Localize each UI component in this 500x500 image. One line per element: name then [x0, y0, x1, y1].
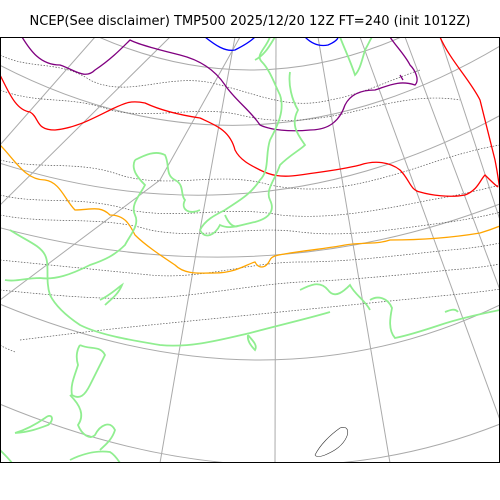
coastline [246, 334, 257, 352]
longitude-line [317, 37, 391, 463]
contour-purple [399, 74, 404, 81]
coastline [9, 229, 331, 347]
coastline [99, 282, 124, 306]
coastline [134, 152, 201, 213]
latitude-line [0, 114, 500, 196]
longitude-line [439, 37, 500, 221]
latitude-lines [0, 37, 500, 463]
coastline [69, 450, 121, 463]
coastline [369, 296, 500, 339]
longitude-line [359, 37, 500, 421]
map-frame [0, 37, 500, 463]
coastline [14, 414, 53, 434]
contour-purple [21, 37, 418, 132]
isotherm [0, 344, 16, 353]
isotherm [0, 184, 500, 217]
contour-orange [0, 144, 500, 274]
longitude-line [0, 37, 241, 301]
island-outline [314, 427, 349, 457]
coastline [198, 37, 307, 237]
isotherm [19, 288, 500, 341]
contour-red [439, 37, 500, 191]
contour-blue [304, 37, 339, 47]
coastline [4, 159, 147, 282]
coastline [339, 37, 373, 77]
longitude-line [0, 37, 96, 146]
latitude-line [0, 45, 500, 126]
coastline [70, 344, 107, 398]
latitude-line [97, 37, 403, 71]
coastline [254, 37, 276, 61]
latitude-line [0, 403, 500, 463]
longitude-line [274, 37, 277, 463]
isotherm [0, 54, 421, 104]
map-title: NCEP(See disclaimer) TMP500 2025/12/20 1… [29, 14, 471, 29]
coastline [444, 308, 459, 313]
latitude-line [0, 303, 500, 361]
latitude-line [0, 203, 500, 258]
contour-red [0, 74, 499, 197]
longitude-line [404, 37, 500, 291]
coastline [69, 394, 116, 451]
dotted-isotherms [0, 54, 500, 353]
coastline [224, 214, 239, 228]
coastline [299, 283, 371, 311]
contour-blue [204, 37, 256, 51]
